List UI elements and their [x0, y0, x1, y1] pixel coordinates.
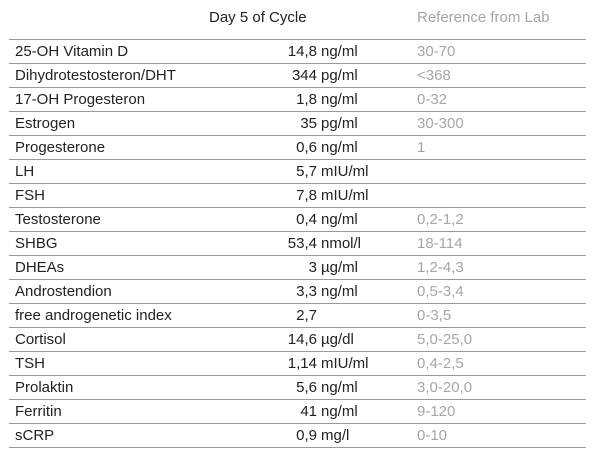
test-unit: ng/ml — [321, 211, 358, 228]
column-header-day-5: Day 5 of Cycle — [209, 9, 307, 26]
test-name: 17-OH Progesteron — [15, 91, 146, 108]
test-value: 3,3 — [296, 283, 317, 300]
test-name: FSH — [15, 187, 45, 204]
reference-range: 30-70 — [417, 43, 456, 60]
test-value: 1,14 — [287, 355, 317, 372]
table-row: Ferritin 41 ng/ml 9-120 — [9, 400, 586, 424]
test-unit: µg/dl — [321, 331, 354, 348]
test-unit: ng/ml — [321, 43, 358, 60]
reference-range: 1 — [417, 139, 426, 156]
test-value: 5,7 — [296, 163, 317, 180]
test-value: 14,8 — [287, 43, 317, 60]
table-row: DHEAs 3 µg/ml 1,2-4,3 — [9, 256, 586, 280]
table-row: Progesterone 0,6 ng/ml 1 — [9, 136, 586, 160]
test-value: 3 — [308, 259, 317, 276]
test-name: Dihydrotestosteron/DHT — [15, 67, 176, 84]
test-name: SHBG — [15, 235, 58, 252]
reference-range: 30-300 — [417, 115, 464, 132]
table-row: FSH 7,8 mIU/ml — [9, 184, 586, 208]
test-value: 53,4 — [287, 235, 317, 252]
test-unit: pg/ml — [321, 115, 358, 132]
test-value: 344 — [291, 67, 317, 84]
table-row: sCRP 0,9 mg/l 0-10 — [9, 424, 586, 448]
test-name: Androstendion — [15, 283, 112, 300]
table-row: Dihydrotestosteron/DHT 344 pg/ml <368 — [9, 64, 586, 88]
reference-range: <368 — [417, 67, 451, 84]
test-name: LH — [15, 163, 35, 180]
test-unit: ng/ml — [321, 283, 358, 300]
test-value: 0,6 — [296, 139, 317, 156]
reference-range: 0-32 — [417, 91, 448, 108]
test-value: 1,8 — [296, 91, 317, 108]
test-value: 41 — [300, 403, 317, 420]
test-value: 0,4 — [296, 211, 317, 228]
test-name: Cortisol — [15, 331, 66, 348]
test-name: TSH — [15, 355, 45, 372]
test-value: 7,8 — [296, 187, 317, 204]
table-header: Day 5 of Cycle Reference from Lab — [0, 0, 594, 38]
reference-range: 3,0-20,0 — [417, 379, 473, 396]
lab-results-table: 25-OH Vitamin D 14,8 ng/ml 30-70 Dihydrotest… — [9, 39, 586, 448]
test-unit: mIU/ml — [321, 187, 369, 204]
table-row: free androgenetic index 2,7 0-3,5 — [9, 304, 586, 328]
reference-range: 0,4-2,5 — [417, 355, 464, 372]
reference-range: 1,2-4,3 — [417, 259, 464, 276]
test-unit: ng/ml — [321, 379, 358, 396]
test-name: Ferritin — [15, 403, 62, 420]
reference-range: 0,5-3,4 — [417, 283, 464, 300]
test-name: free androgenetic index — [15, 307, 172, 324]
test-unit: nmol/l — [321, 235, 362, 252]
test-unit: mIU/ml — [321, 355, 369, 372]
table-row: TSH 1,14 mIU/ml 0,4-2,5 — [9, 352, 586, 376]
test-name: Testosterone — [15, 211, 101, 228]
test-name: Estrogen — [15, 115, 76, 132]
test-value: 35 — [300, 115, 317, 132]
test-name: Progesterone — [15, 139, 106, 156]
reference-range: 0-3,5 — [417, 307, 452, 324]
reference-range: 0,2-1,2 — [417, 211, 464, 228]
test-name: 25-OH Vitamin D — [15, 43, 129, 60]
table-row: SHBG 53,4 nmol/l 18-114 — [9, 232, 586, 256]
test-name: sCRP — [15, 427, 55, 444]
test-unit: mIU/ml — [321, 163, 369, 180]
column-header-reference: Reference from Lab — [417, 9, 550, 26]
test-name: DHEAs — [15, 259, 65, 276]
test-unit: µg/ml — [321, 259, 358, 276]
test-unit: ng/ml — [321, 403, 358, 420]
test-unit: ng/ml — [321, 139, 358, 156]
test-name: Prolaktin — [15, 379, 74, 396]
reference-range: 0-10 — [417, 427, 448, 444]
table-row: Testosterone 0,4 ng/ml 0,2-1,2 — [9, 208, 586, 232]
reference-range: 9-120 — [417, 403, 456, 420]
test-value: 2,7 — [296, 307, 317, 324]
test-unit: pg/ml — [321, 67, 358, 84]
table-row: Cortisol 14,6 µg/dl 5,0-25,0 — [9, 328, 586, 352]
table-row: 17-OH Progesteron 1,8 ng/ml 0-32 — [9, 88, 586, 112]
test-value: 14,6 — [287, 331, 317, 348]
table-row: Estrogen 35 pg/ml 30-300 — [9, 112, 586, 136]
reference-range: 18-114 — [417, 235, 463, 252]
table-row: Androstendion 3,3 ng/ml 0,5-3,4 — [9, 280, 586, 304]
table-row: LH 5,7 mIU/ml — [9, 160, 586, 184]
test-value: 5,6 — [296, 379, 317, 396]
table-row: Prolaktin 5,6 ng/ml 3,0-20,0 — [9, 376, 586, 400]
table-row: 25-OH Vitamin D 14,8 ng/ml 30-70 — [9, 40, 586, 64]
test-unit: mg/l — [321, 427, 350, 444]
test-value: 0,9 — [296, 427, 317, 444]
reference-range: 5,0-25,0 — [417, 331, 473, 348]
test-unit: ng/ml — [321, 91, 358, 108]
